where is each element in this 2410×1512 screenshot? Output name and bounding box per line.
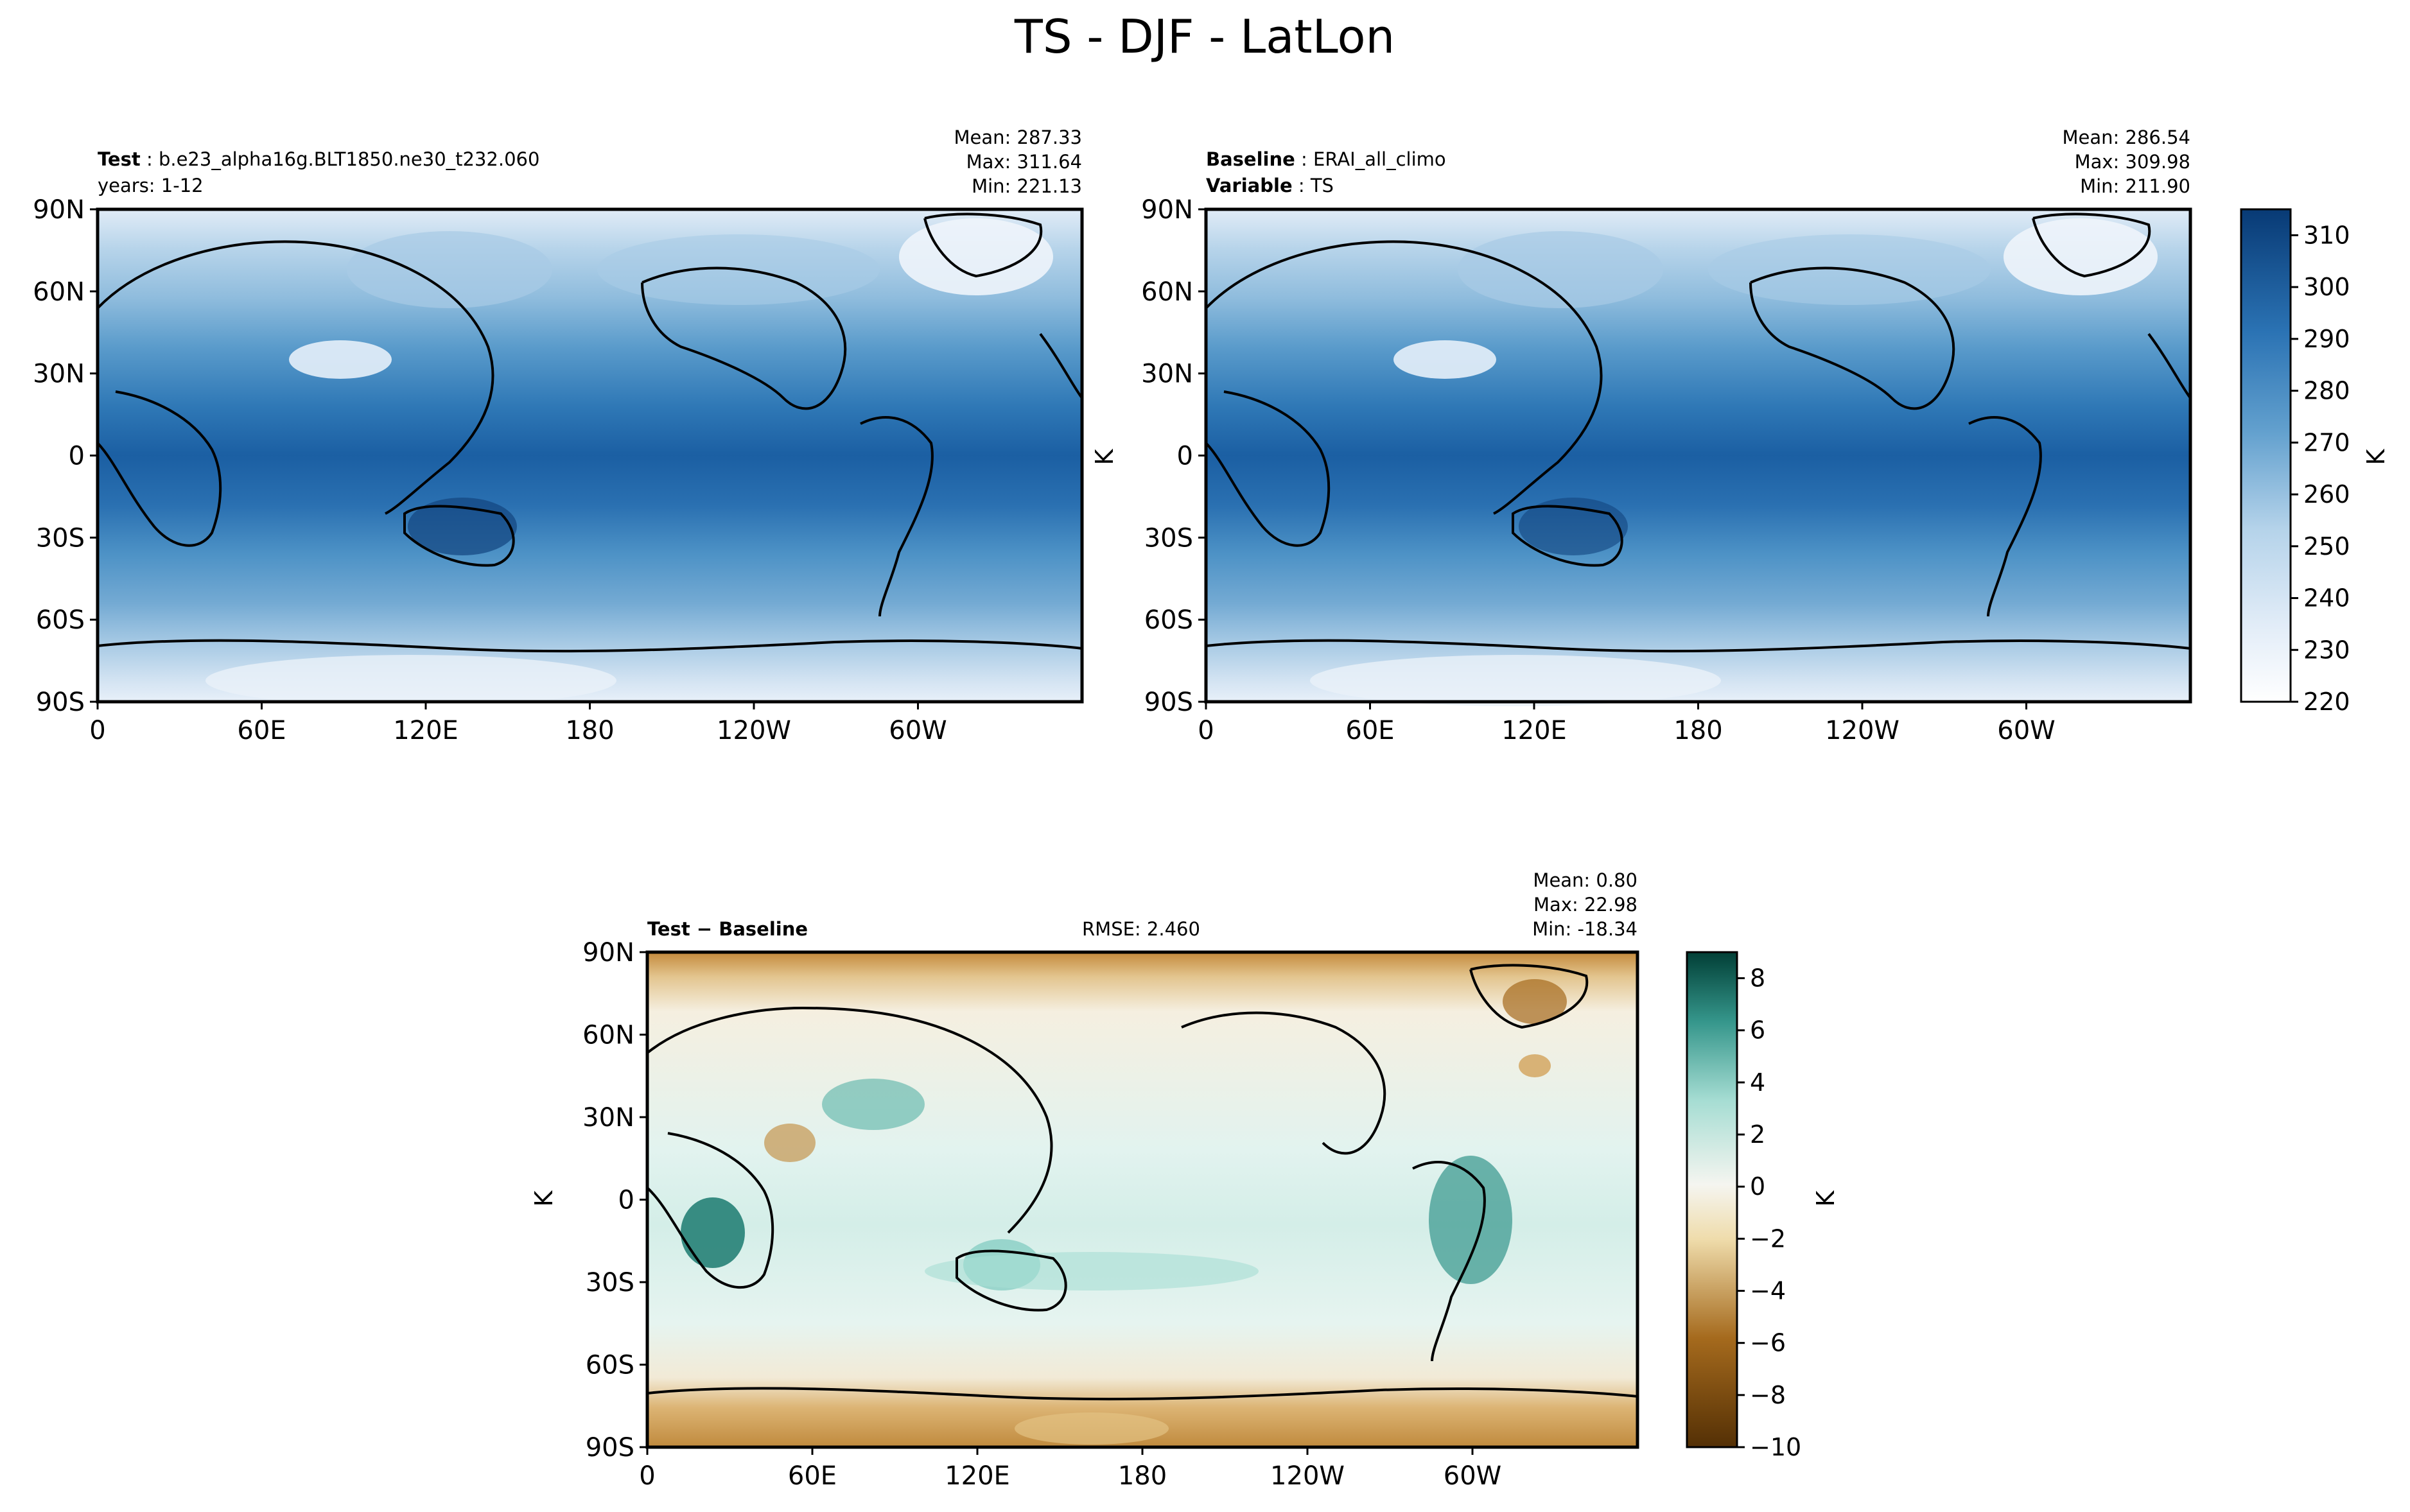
test-xtick-label: 180 bbox=[565, 716, 614, 745]
test-xtick-label: 120W bbox=[717, 716, 791, 745]
colorbar-tick-label: −4 bbox=[1750, 1277, 1786, 1305]
baseline-label: Baseline bbox=[1206, 148, 1295, 170]
baseline-min: Min: 211.90 bbox=[2080, 175, 2190, 197]
test-map bbox=[98, 209, 1082, 702]
diff-xtick-label: 120W bbox=[1270, 1461, 1345, 1491]
diff-ytick-label: 30S bbox=[586, 1268, 634, 1298]
baseline-ytick-label: 60S bbox=[1144, 605, 1193, 635]
baseline-ytick-label: 60N bbox=[1141, 277, 1193, 307]
diff-map bbox=[646, 952, 1638, 1447]
diff-ticks: 0 60E 120E 180 120W 60W 90N 60N 30N 0 30S 60S 90S bbox=[582, 938, 1501, 1491]
test-mean: Mean: 287.33 bbox=[954, 126, 1082, 148]
rmse-label: RMSE: 2.460 bbox=[1082, 918, 1200, 940]
baseline-xtick-label: 180 bbox=[1673, 716, 1722, 745]
baseline-max: Max: 309.98 bbox=[2075, 151, 2190, 173]
colorbar-tick-label: 290 bbox=[2303, 325, 2350, 353]
colorbar-tick-label: 270 bbox=[2303, 428, 2350, 456]
colorbar-tick-label: −8 bbox=[1750, 1381, 1786, 1409]
diff-xtick-label: 60W bbox=[1444, 1461, 1501, 1491]
baseline-xtick-label: 60E bbox=[1345, 716, 1394, 745]
diff-panel: Test − Baseline RMSE: 2.460 Mean: 0.80 M… bbox=[530, 869, 1639, 1491]
colorbar-tick-label: −10 bbox=[1750, 1433, 1801, 1461]
baseline-header-line1: Baseline : ERAI_all_climo bbox=[1206, 148, 1446, 170]
diff-title: Test − Baseline bbox=[647, 918, 808, 940]
diff-mean: Mean: 0.80 bbox=[1533, 869, 1637, 891]
diff-ytick-label: 0 bbox=[618, 1186, 634, 1215]
diff-ytick-label: 60S bbox=[586, 1351, 634, 1380]
colorbar-tick-label: 240 bbox=[2303, 584, 2350, 613]
test-xtick-label: 60E bbox=[237, 716, 286, 745]
colorbar-tick-label: 6 bbox=[1750, 1016, 1765, 1045]
variable-label: Variable bbox=[1206, 175, 1293, 196]
test-label: Test bbox=[98, 148, 141, 170]
diff-xtick-label: 0 bbox=[639, 1461, 655, 1491]
baseline-xtick-label: 0 bbox=[1198, 716, 1214, 745]
test-ytick-label: 60S bbox=[36, 605, 85, 635]
colorbar-tick-label: 230 bbox=[2303, 636, 2350, 664]
colorbar-tick-label: 0 bbox=[1750, 1172, 1765, 1201]
test-min: Min: 221.13 bbox=[972, 175, 1082, 197]
diff-xtick-label: 120E bbox=[945, 1461, 1010, 1491]
diff-ytick-label: 30N bbox=[582, 1103, 634, 1133]
test-xtick-label: 120E bbox=[393, 716, 458, 745]
variable-name: TS bbox=[1310, 175, 1334, 196]
diff-colorbar-label: K bbox=[1812, 1190, 1840, 1206]
colorbar-tick-label: 280 bbox=[2303, 377, 2350, 405]
colorbar-tick-label: 8 bbox=[1750, 964, 1765, 993]
diff-xtick-label: 180 bbox=[1118, 1461, 1167, 1491]
baseline-map bbox=[1205, 209, 2192, 706]
baseline-ytick-label: 0 bbox=[1177, 442, 1193, 471]
baseline-panel: Baseline : ERAI_all_climo Variable : TS … bbox=[1090, 126, 2192, 745]
diff-ytick-label: 90N bbox=[582, 938, 634, 968]
colorbar-tick-label: 250 bbox=[2303, 532, 2350, 560]
figure-title: TS - DJF - LatLon bbox=[1014, 10, 1395, 64]
test-years: years: 1-12 bbox=[98, 175, 204, 196]
test-ytick-label: 0 bbox=[69, 442, 85, 471]
test-case-name: b.e23_alpha16g.BLT1850.ne30_t232.060 bbox=[159, 148, 540, 170]
diff-ytick-label: 90S bbox=[586, 1433, 634, 1463]
baseline-ytick-label: 30N bbox=[1141, 360, 1193, 389]
diff-xtick-label: 60E bbox=[788, 1461, 837, 1491]
diff-min: Min: -18.34 bbox=[1532, 918, 1637, 940]
baseline-xtick-label: 60W bbox=[1997, 716, 2055, 745]
colorbar-tick-label: −6 bbox=[1750, 1329, 1786, 1357]
test-header-line1: Test : b.e23_alpha16g.BLT1850.ne30_t232.… bbox=[98, 148, 539, 170]
test-xtick-label: 0 bbox=[89, 716, 105, 745]
ts-colorbar-label: K bbox=[2362, 448, 2390, 465]
colorbar-tick-label: 300 bbox=[2303, 273, 2350, 301]
baseline-ticks: 0 60E 120E 180 120W 60W 90N 60N 30N 0 30S 60S 90S bbox=[1141, 195, 2056, 745]
colorbar-tick-label: 260 bbox=[2303, 480, 2350, 508]
colorbar-tick-label: −2 bbox=[1750, 1224, 1786, 1253]
colorbar-tick-label: 4 bbox=[1750, 1068, 1765, 1097]
baseline-ylabel: K bbox=[1090, 448, 1119, 465]
colorbar-tick-label: 310 bbox=[2303, 221, 2350, 249]
colorbar-tick-label: 2 bbox=[1750, 1120, 1765, 1149]
baseline-mean: Mean: 286.54 bbox=[2063, 126, 2190, 148]
test-panel: Test : b.e23_alpha16g.BLT1850.ne30_t232.… bbox=[33, 126, 1084, 745]
colorbar-tick-label: 220 bbox=[2303, 688, 2350, 716]
diff-colorbar-ticks: −10 −8 −6 −4 −2 0 2 4 6 8 bbox=[1737, 964, 1801, 1461]
test-ytick-label: 30N bbox=[33, 360, 85, 389]
diff-ylabel: K bbox=[530, 1190, 558, 1206]
ts-colorbar: 220 230 240 250 260 270 280 290 300 310 K bbox=[2240, 208, 2390, 716]
test-ytick-label: 90N bbox=[33, 195, 85, 225]
baseline-ytick-label: 90S bbox=[1144, 688, 1193, 717]
baseline-ytick-label: 90N bbox=[1141, 195, 1193, 225]
test-xtick-label: 60W bbox=[889, 716, 947, 745]
test-max: Max: 311.64 bbox=[966, 151, 1082, 173]
test-ytick-label: 30S bbox=[36, 523, 85, 553]
test-ticks: 0 60E 120E 180 120W 60W 90N 60N 30N 0 30S 60S 90S bbox=[33, 195, 947, 745]
test-ytick-label: 60N bbox=[33, 277, 85, 307]
baseline-dataset: ERAI_all_climo bbox=[1313, 148, 1446, 170]
test-ytick-label: 90S bbox=[36, 688, 85, 717]
diff-ytick-label: 60N bbox=[582, 1021, 634, 1050]
baseline-xtick-label: 120W bbox=[1825, 716, 1899, 745]
baseline-ytick-label: 30S bbox=[1144, 523, 1193, 553]
ts-colorbar-ticks: 220 230 240 250 260 270 280 290 300 310 bbox=[2291, 221, 2350, 716]
baseline-header-line2: Variable : TS bbox=[1206, 175, 1334, 196]
diff-max: Max: 22.98 bbox=[1533, 894, 1637, 916]
diff-colorbar: −10 −8 −6 −4 −2 0 2 4 6 8 K bbox=[1686, 951, 1840, 1461]
baseline-xtick-label: 120E bbox=[1501, 716, 1567, 745]
